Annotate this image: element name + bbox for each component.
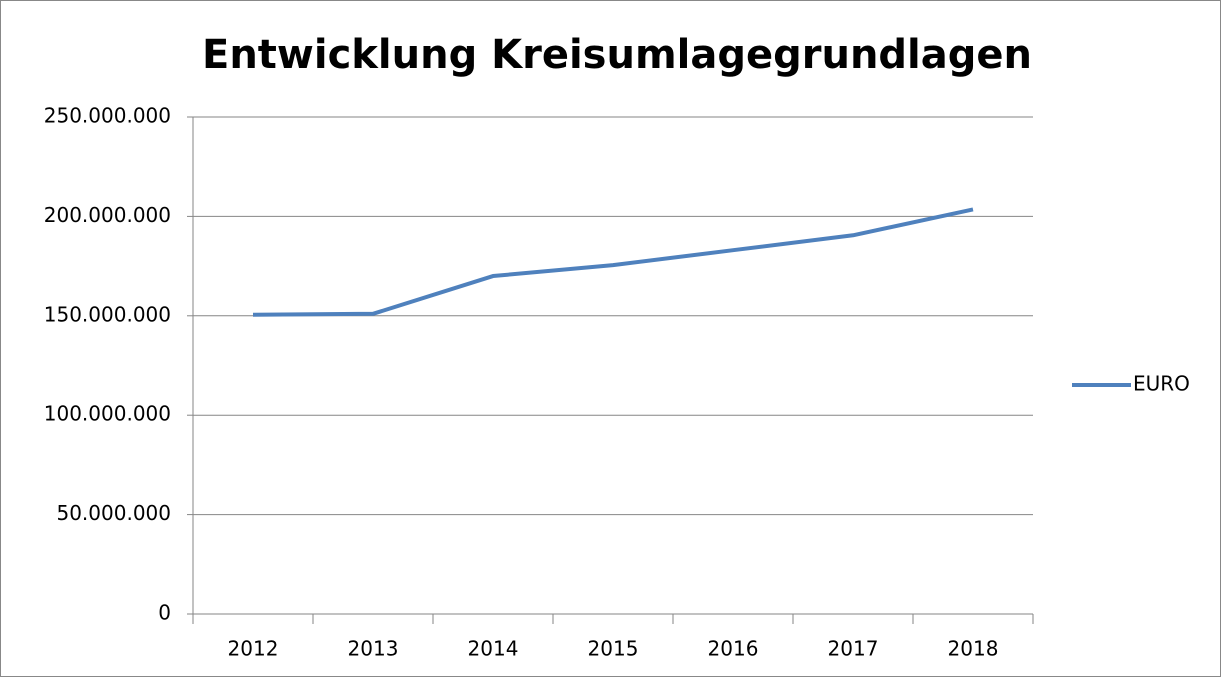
x-tick-label: 2016 [708, 637, 759, 661]
x-tick-label: 2017 [828, 637, 879, 661]
y-tick-label: 0 [158, 601, 171, 625]
x-tick-label: 2013 [348, 637, 399, 661]
x-tick-label: 2015 [588, 637, 639, 661]
x-tick-label: 2012 [228, 637, 279, 661]
y-tick-label: 50.000.000 [56, 501, 171, 525]
line-series [252, 207, 974, 317]
x-tick-label: 2014 [468, 637, 519, 661]
y-tick-label: 150.000.000 [44, 302, 171, 326]
x-tick-label: 2018 [948, 637, 999, 661]
y-tick-label: 200.000.000 [44, 203, 171, 227]
y-tick-label: 100.000.000 [44, 402, 171, 426]
y-tick-label: 250.000.000 [44, 104, 171, 128]
chart-title: Entwicklung Kreisumlagegrundlagen [202, 32, 1032, 78]
legend-label: EURO [1133, 372, 1190, 396]
